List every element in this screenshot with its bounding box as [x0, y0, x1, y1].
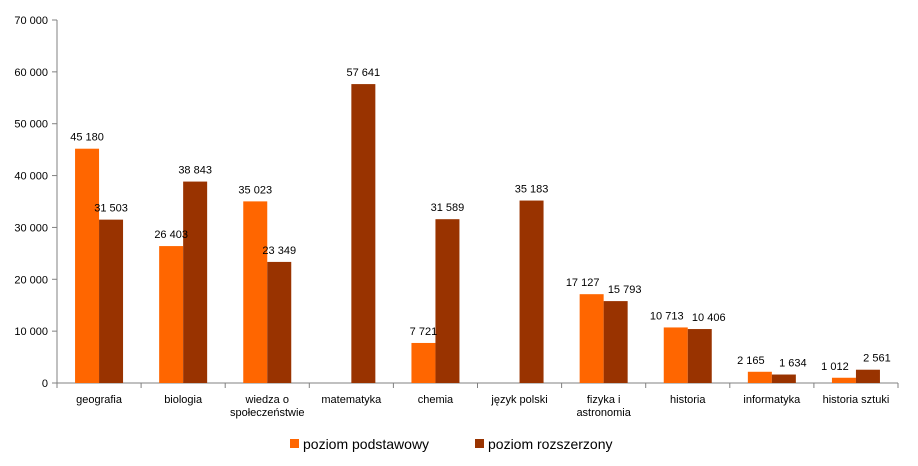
data-label: 1 634 — [779, 358, 807, 370]
bar — [747, 371, 772, 383]
bar — [831, 377, 856, 383]
x-tick-label: język polski — [490, 394, 547, 406]
legend-label: poziom podstawowy — [303, 436, 429, 452]
x-tick-label: matematyka — [321, 394, 382, 406]
data-label: 38 843 — [178, 165, 212, 177]
data-label: 23 349 — [262, 245, 296, 257]
bar — [159, 246, 184, 383]
y-tick-label: 60 000 — [14, 67, 48, 79]
data-label: 2 561 — [863, 353, 891, 365]
bar — [99, 219, 124, 383]
y-tick-label: 20 000 — [14, 274, 48, 286]
y-tick-label: 70 000 — [14, 15, 48, 27]
data-label: 7 721 — [410, 326, 438, 338]
bar — [351, 84, 376, 383]
x-tick-label-line: wiedza o — [245, 394, 289, 406]
bar — [855, 369, 880, 383]
x-tick-label-line: historia sztuki — [823, 394, 890, 406]
y-tick-label: 10 000 — [14, 326, 48, 338]
bar — [411, 342, 436, 383]
data-label: 35 183 — [515, 184, 549, 196]
x-tick-label-line: astronomia — [576, 407, 631, 419]
data-label: 10 406 — [692, 312, 726, 324]
y-tick-label: 0 — [42, 378, 48, 390]
x-tick-label-line: społeczeństwie — [230, 407, 305, 419]
data-label: 31 503 — [94, 203, 128, 215]
x-tick-label-line: geografia — [76, 394, 123, 406]
legend: poziom podstawowy poziom rozszerzony — [290, 436, 613, 452]
data-label: 57 641 — [347, 67, 381, 79]
legend-swatch — [475, 439, 484, 448]
bar — [435, 219, 460, 383]
bar — [687, 329, 712, 383]
x-tick-label-line: matematyka — [321, 394, 382, 406]
axes: 0 10 000 20 000 30 000 40 000 50 000 60 000 70 … — [14, 15, 899, 419]
bar — [579, 294, 604, 383]
data-label: 45 180 — [70, 132, 104, 144]
data-label: 2 165 — [737, 355, 765, 367]
data-label: 17 127 — [566, 277, 600, 289]
data-label: 1 012 — [821, 361, 849, 373]
legend-swatch — [290, 439, 299, 448]
bar — [771, 374, 796, 383]
x-tick-label-line: informatyka — [743, 394, 801, 406]
x-tick-label: chemia — [418, 394, 454, 406]
data-label: 15 793 — [608, 284, 642, 296]
bar — [267, 261, 292, 383]
x-tick-label-line: biologia — [164, 394, 203, 406]
data-label: 10 713 — [650, 310, 684, 322]
bar — [183, 181, 208, 383]
data-label: 26 403 — [154, 229, 188, 241]
data-labels: 45 180 31 503 26 403 38 843 35 023 23 349 57 6… — [70, 67, 890, 373]
bar — [243, 201, 268, 383]
data-label: 31 589 — [431, 202, 465, 214]
y-tick-label: 50 000 — [14, 119, 48, 131]
x-tick-label: historia — [670, 394, 706, 406]
x-tick-label-line: historia — [670, 394, 706, 406]
x-tick-label-line: chemia — [418, 394, 454, 406]
y-tick-label: 40 000 — [14, 171, 48, 183]
x-tick-label: biologia — [164, 394, 203, 406]
legend-label: poziom rozszerzony — [488, 436, 613, 452]
x-tick-label: historia sztuki — [823, 394, 890, 406]
bars — [75, 84, 880, 383]
bar — [75, 148, 100, 383]
bar — [603, 301, 628, 383]
x-tick-label-line: fizyka i — [587, 394, 621, 406]
x-tick-label: wiedza o społeczeństwie — [230, 394, 305, 419]
data-label: 35 023 — [238, 184, 272, 196]
x-tick-label: geografia — [76, 394, 123, 406]
x-tick-label: fizyka i astronomia — [576, 394, 631, 419]
x-tick-label-line: język polski — [490, 394, 547, 406]
y-tick-label: 30 000 — [14, 222, 48, 234]
bar — [519, 200, 544, 383]
bar — [663, 327, 688, 383]
x-tick-label: informatyka — [743, 394, 801, 406]
